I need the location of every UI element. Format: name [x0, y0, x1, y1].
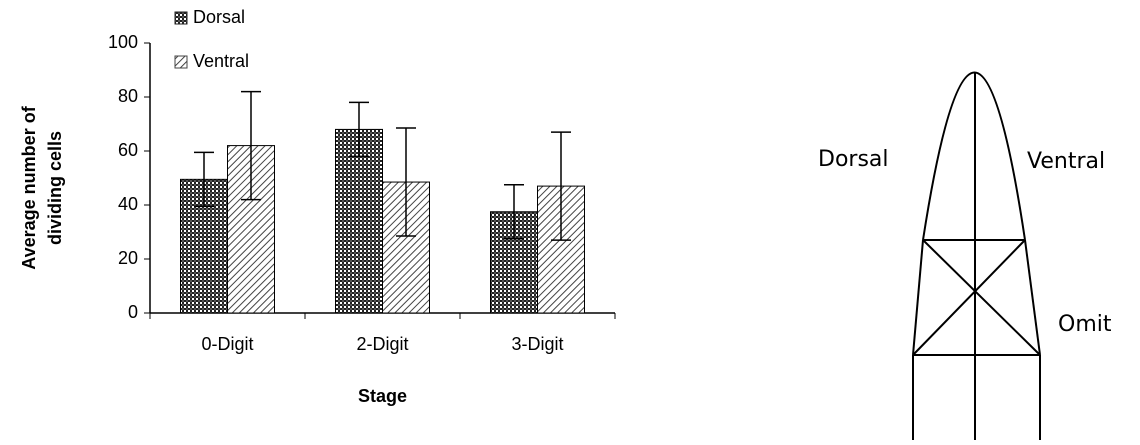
legend-swatch — [175, 56, 187, 68]
cross — [913, 240, 1025, 355]
diagram-label: Ventral — [1027, 149, 1105, 174]
x-axis-label: Stage — [358, 386, 407, 406]
x-tick-label: 2-Digit — [356, 334, 408, 354]
y-tick-label: 0 — [128, 302, 138, 322]
edge — [913, 240, 923, 355]
y-tick-label: 80 — [118, 86, 138, 106]
cross — [923, 240, 1040, 355]
chart: 0 20 40 60 80 100 Stage Average number of dividi… — [19, 7, 615, 406]
y-tick-label: 20 — [118, 248, 138, 268]
y-tick-label: 40 — [118, 194, 138, 214]
legend-label: Dorsal — [193, 7, 245, 27]
edge — [1025, 240, 1040, 355]
y-tick-label: 60 — [118, 140, 138, 160]
x-tick-label: 3-Digit — [511, 334, 563, 354]
y-axis-label: dividing cells — [45, 131, 65, 245]
x-tick-label: 0-Digit — [201, 334, 253, 354]
diagram: Dorsal Ventral Omit — [818, 72, 1112, 440]
diagram-label: Dorsal — [818, 147, 889, 172]
diagram-label: Omit — [1058, 312, 1112, 337]
legend-swatch — [175, 12, 187, 24]
y-axis-label: Average number of — [19, 105, 39, 269]
page: 0 20 40 60 80 100 Stage Average number of dividi… — [0, 0, 1140, 440]
legend-label: Ventral — [193, 51, 249, 71]
y-tick-label: 100 — [108, 32, 138, 52]
